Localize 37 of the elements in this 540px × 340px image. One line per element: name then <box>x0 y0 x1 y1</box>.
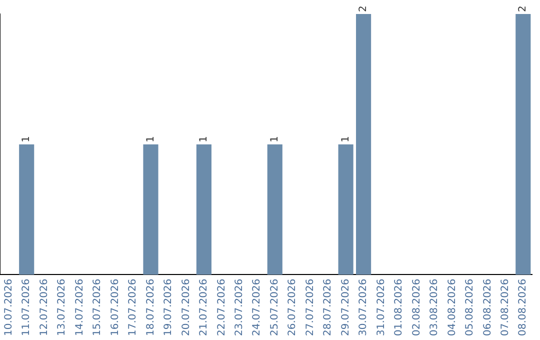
x-tick-label: 18.07.2026 <box>145 278 156 336</box>
x-tick-label: 29.07.2026 <box>340 278 352 336</box>
x-tick-label: 26.07.2026 <box>287 278 298 336</box>
data-label: 1 <box>269 136 280 142</box>
x-tick-label: 01.08.2026 <box>394 278 405 336</box>
x-tick-label: 04.08.2026 <box>446 278 458 336</box>
x-tick-label: 02.08.2026 <box>411 278 422 336</box>
x-tick-label: 08.08.2026 <box>518 278 529 336</box>
x-tick-label: 05.08.2026 <box>464 278 476 336</box>
data-label: 1 <box>340 136 352 142</box>
x-tick-label: 11.07.2026 <box>21 278 32 336</box>
x-tick-label: 10.07.2026 <box>3 278 14 336</box>
x-tick-label: 15.07.2026 <box>92 278 104 336</box>
data-label: 1 <box>198 136 210 142</box>
x-tick-label: 20.07.2026 <box>180 278 192 336</box>
x-tick-label: 21.07.2026 <box>198 278 210 336</box>
x-tick-label: 16.07.2026 <box>110 278 121 336</box>
data-label: 1 <box>21 136 32 142</box>
x-tick-label: 28.07.2026 <box>322 278 334 336</box>
x-tick-label: 31.07.2026 <box>376 278 387 336</box>
data-label: 2 <box>518 6 529 12</box>
x-tick-label: 25.07.2026 <box>269 278 280 336</box>
x-tick-label: 30.07.2026 <box>358 278 370 336</box>
x-tick-label: 06.08.2026 <box>482 278 494 336</box>
x-tick-label: 03.08.2026 <box>429 278 440 336</box>
x-tick-label: 13.07.2026 <box>56 278 68 336</box>
x-tick-label: 24.07.2026 <box>252 278 263 336</box>
x-tick-label: 23.07.2026 <box>234 278 245 336</box>
x-tick-label: 07.08.2026 <box>500 278 511 336</box>
data-label: 1 <box>145 136 156 142</box>
x-tick-label: 14.07.2026 <box>74 278 86 336</box>
x-tick-label: 19.07.2026 <box>163 278 174 336</box>
x-tick-label: 17.07.2026 <box>128 278 139 336</box>
x-tick-label: 27.07.2026 <box>304 278 316 336</box>
data-label: 2 <box>358 6 370 12</box>
x-tick-label: 22.07.2026 <box>216 278 228 336</box>
x-tick-label: 12.07.2026 <box>38 278 50 336</box>
